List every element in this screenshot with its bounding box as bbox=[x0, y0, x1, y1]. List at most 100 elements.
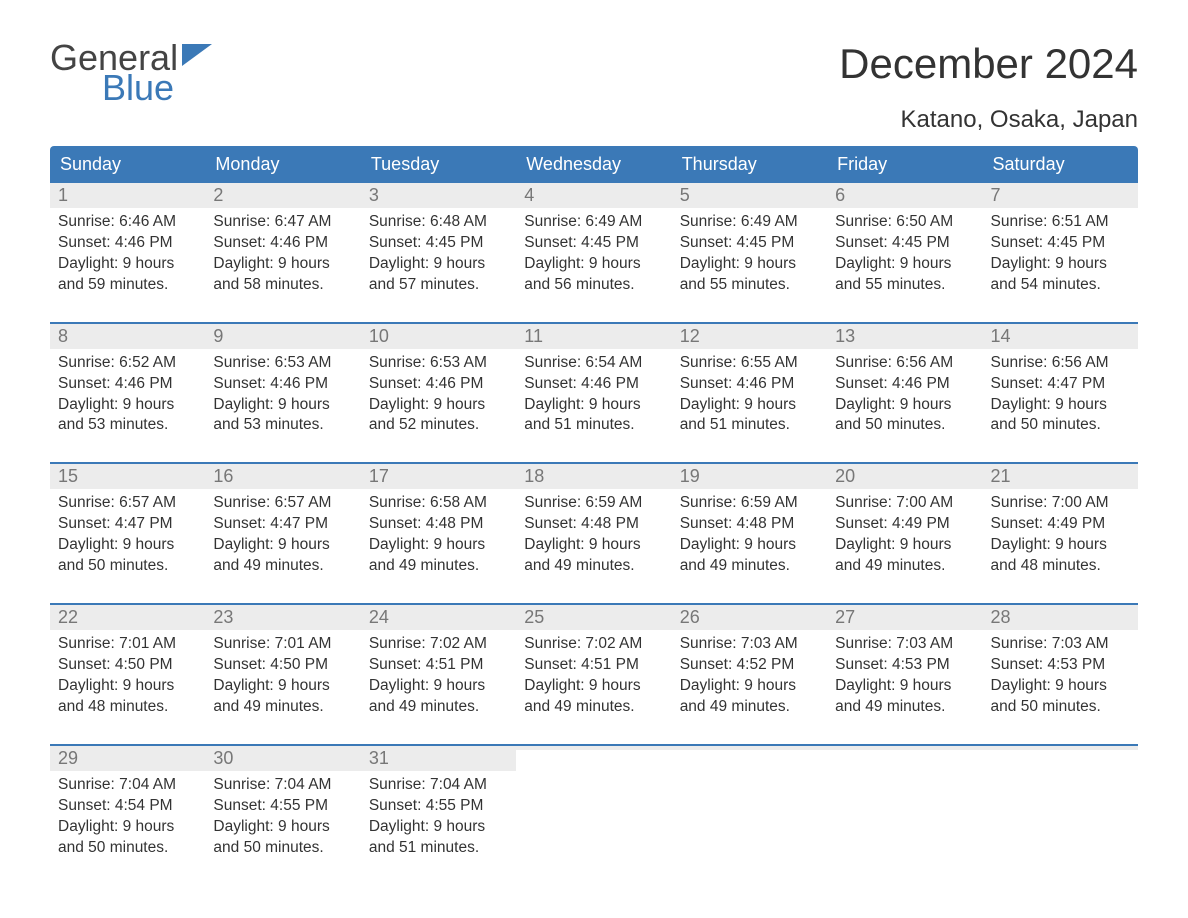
day-d2: and 50 minutes. bbox=[991, 697, 1130, 718]
day-number: 25 bbox=[524, 607, 544, 627]
day-d2: and 48 minutes. bbox=[58, 697, 197, 718]
weekday-monday: Monday bbox=[205, 146, 360, 183]
day-sunset: Sunset: 4:52 PM bbox=[680, 655, 819, 676]
day-d1: Daylight: 9 hours bbox=[369, 395, 508, 416]
day-sunset: Sunset: 4:51 PM bbox=[524, 655, 663, 676]
day-number: 16 bbox=[213, 466, 233, 486]
day-d1: Daylight: 9 hours bbox=[213, 676, 352, 697]
day-details: Sunrise: 7:02 AMSunset: 4:51 PMDaylight:… bbox=[516, 630, 671, 724]
day-sunrise: Sunrise: 7:00 AM bbox=[991, 493, 1130, 514]
day-number-row: 13 bbox=[827, 324, 982, 349]
day-number: 23 bbox=[213, 607, 233, 627]
day-d1: Daylight: 9 hours bbox=[213, 254, 352, 275]
day-sunrise: Sunrise: 7:04 AM bbox=[58, 775, 197, 796]
day-number-row: 25 bbox=[516, 605, 671, 630]
day-d1: Daylight: 9 hours bbox=[680, 676, 819, 697]
calendar-day: 24Sunrise: 7:02 AMSunset: 4:51 PMDayligh… bbox=[361, 605, 516, 724]
day-d1: Daylight: 9 hours bbox=[58, 676, 197, 697]
day-d2: and 55 minutes. bbox=[835, 275, 974, 296]
day-sunset: Sunset: 4:50 PM bbox=[213, 655, 352, 676]
day-number: 3 bbox=[369, 185, 379, 205]
calendar-day: 1 Sunrise: 6:46 AMSunset: 4:46 PMDaylight… bbox=[50, 183, 205, 302]
day-number: 17 bbox=[369, 466, 389, 486]
day-number: 28 bbox=[991, 607, 1011, 627]
day-sunrise: Sunrise: 7:04 AM bbox=[213, 775, 352, 796]
day-sunset: Sunset: 4:45 PM bbox=[835, 233, 974, 254]
day-d1: Daylight: 9 hours bbox=[680, 535, 819, 556]
day-details: Sunrise: 7:01 AMSunset: 4:50 PMDaylight:… bbox=[50, 630, 205, 724]
day-sunrise: Sunrise: 7:01 AM bbox=[213, 634, 352, 655]
day-number: 7 bbox=[991, 185, 1001, 205]
calendar-day bbox=[827, 746, 982, 865]
day-sunrise: Sunrise: 7:01 AM bbox=[58, 634, 197, 655]
calendar-week: 29Sunrise: 7:04 AMSunset: 4:54 PMDayligh… bbox=[50, 744, 1138, 865]
day-d1: Daylight: 9 hours bbox=[369, 817, 508, 838]
day-details: Sunrise: 6:49 AMSunset: 4:45 PMDaylight:… bbox=[672, 208, 827, 302]
day-number-row: 22 bbox=[50, 605, 205, 630]
day-number: 9 bbox=[213, 326, 223, 346]
day-details: Sunrise: 6:56 AMSunset: 4:47 PMDaylight:… bbox=[983, 349, 1138, 443]
calendar-day: 3Sunrise: 6:48 AMSunset: 4:45 PMDaylight… bbox=[361, 183, 516, 302]
day-number-row: 3 bbox=[361, 183, 516, 208]
day-sunrise: Sunrise: 6:47 AM bbox=[213, 212, 352, 233]
weekday-sunday: Sunday bbox=[50, 146, 205, 183]
day-number-row: 4 bbox=[516, 183, 671, 208]
day-details: Sunrise: 7:04 AMSunset: 4:55 PMDaylight:… bbox=[361, 771, 516, 865]
day-number-row: 26 bbox=[672, 605, 827, 630]
day-d2: and 57 minutes. bbox=[369, 275, 508, 296]
day-number: 5 bbox=[680, 185, 690, 205]
calendar-day: 5 Sunrise: 6:49 AMSunset: 4:45 PMDaylight… bbox=[672, 183, 827, 302]
day-number: 1 bbox=[58, 185, 68, 205]
day-number-row: 5 bbox=[672, 183, 827, 208]
day-details: Sunrise: 6:59 AMSunset: 4:48 PMDaylight:… bbox=[516, 489, 671, 583]
day-details: Sunrise: 7:01 AMSunset: 4:50 PMDaylight:… bbox=[205, 630, 360, 724]
flag-icon bbox=[182, 44, 212, 70]
day-number: 19 bbox=[680, 466, 700, 486]
day-d2: and 49 minutes. bbox=[680, 697, 819, 718]
day-d1: Daylight: 9 hours bbox=[58, 254, 197, 275]
day-d2: and 59 minutes. bbox=[58, 275, 197, 296]
calendar-day: 25 Sunrise: 7:02 AMSunset: 4:51 PMDayligh… bbox=[516, 605, 671, 724]
day-details: Sunrise: 6:46 AMSunset: 4:46 PMDaylight:… bbox=[50, 208, 205, 302]
day-details: Sunrise: 7:00 AMSunset: 4:49 PMDaylight:… bbox=[983, 489, 1138, 583]
day-sunset: Sunset: 4:46 PM bbox=[369, 374, 508, 395]
calendar-day: 2Sunrise: 6:47 AMSunset: 4:46 PMDaylight… bbox=[205, 183, 360, 302]
day-sunset: Sunset: 4:51 PM bbox=[369, 655, 508, 676]
day-d2: and 50 minutes. bbox=[835, 415, 974, 436]
day-details: Sunrise: 7:03 AMSunset: 4:52 PMDaylight:… bbox=[672, 630, 827, 724]
day-details: Sunrise: 6:58 AMSunset: 4:48 PMDaylight:… bbox=[361, 489, 516, 583]
day-number-row: 7 bbox=[983, 183, 1138, 208]
day-number-row: 11 bbox=[516, 324, 671, 349]
day-sunset: Sunset: 4:53 PM bbox=[991, 655, 1130, 676]
day-d1: Daylight: 9 hours bbox=[835, 535, 974, 556]
day-sunrise: Sunrise: 6:57 AM bbox=[213, 493, 352, 514]
calendar-day: 7Sunrise: 6:51 AMSunset: 4:45 PMDaylight… bbox=[983, 183, 1138, 302]
day-sunset: Sunset: 4:46 PM bbox=[680, 374, 819, 395]
day-details: Sunrise: 7:00 AMSunset: 4:49 PMDaylight:… bbox=[827, 489, 982, 583]
day-d2: and 48 minutes. bbox=[991, 556, 1130, 577]
day-d2: and 51 minutes. bbox=[524, 415, 663, 436]
day-d1: Daylight: 9 hours bbox=[991, 535, 1130, 556]
day-d2: and 50 minutes. bbox=[213, 838, 352, 859]
day-details: Sunrise: 6:49 AMSunset: 4:45 PMDaylight:… bbox=[516, 208, 671, 302]
day-sunrise: Sunrise: 7:02 AM bbox=[369, 634, 508, 655]
day-d1: Daylight: 9 hours bbox=[991, 395, 1130, 416]
day-number-row: 19 bbox=[672, 464, 827, 489]
day-sunrise: Sunrise: 6:51 AM bbox=[991, 212, 1130, 233]
day-number: 2 bbox=[213, 185, 223, 205]
day-details: Sunrise: 7:03 AMSunset: 4:53 PMDaylight:… bbox=[827, 630, 982, 724]
day-sunset: Sunset: 4:48 PM bbox=[369, 514, 508, 535]
day-d2: and 51 minutes. bbox=[369, 838, 508, 859]
day-number-row: 15 bbox=[50, 464, 205, 489]
day-sunset: Sunset: 4:46 PM bbox=[58, 233, 197, 254]
day-d1: Daylight: 9 hours bbox=[680, 254, 819, 275]
day-d1: Daylight: 9 hours bbox=[369, 535, 508, 556]
day-d1: Daylight: 9 hours bbox=[213, 395, 352, 416]
day-number-row: 1 bbox=[50, 183, 205, 208]
header: General Blue December 2024 Katano, Osaka… bbox=[50, 40, 1138, 134]
day-sunrise: Sunrise: 7:00 AM bbox=[835, 493, 974, 514]
logo: General Blue bbox=[50, 40, 212, 106]
day-number-row: 27 bbox=[827, 605, 982, 630]
day-sunrise: Sunrise: 7:03 AM bbox=[835, 634, 974, 655]
day-d2: and 49 minutes. bbox=[369, 556, 508, 577]
